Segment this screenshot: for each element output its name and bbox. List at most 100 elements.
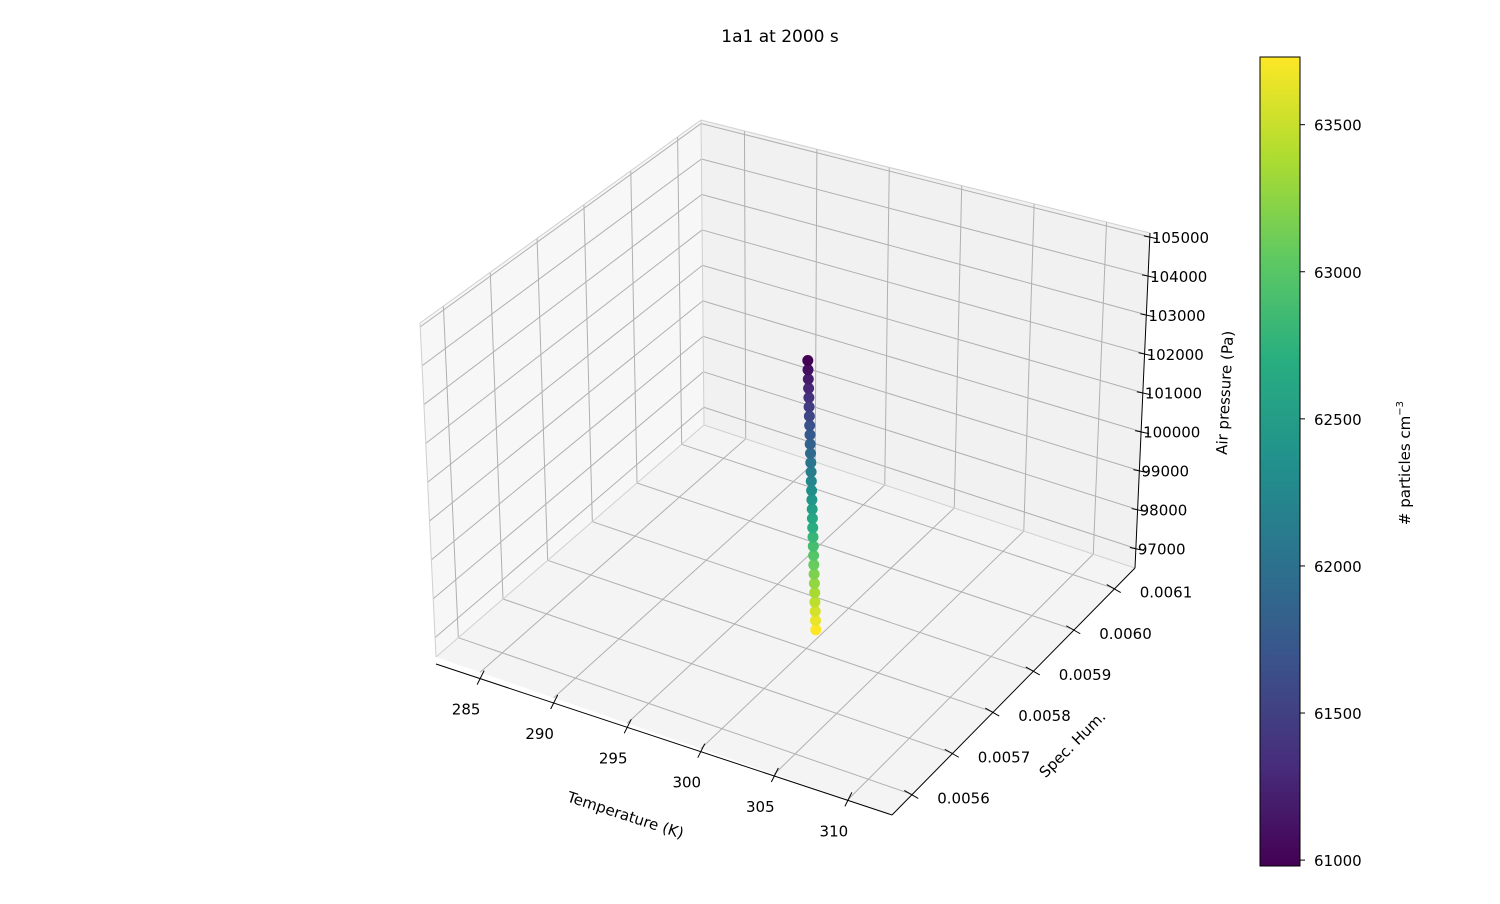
grid-line-z <box>702 300 1142 433</box>
pane-edge <box>700 119 705 426</box>
grid-line-x <box>1092 222 1108 555</box>
x-tick-label: 285 <box>452 701 481 719</box>
pane-edge <box>700 119 1151 234</box>
grid-line-y <box>630 170 638 484</box>
grid-line-z <box>434 406 705 638</box>
scatter-point <box>810 624 822 636</box>
z-tick-label: 97000 <box>1138 541 1186 559</box>
x-tick-label: 290 <box>525 725 554 743</box>
z-tick-label: 101000 <box>1145 385 1202 403</box>
scatter-point <box>808 550 820 561</box>
z-tick-mark <box>1133 469 1148 474</box>
grid-line-z <box>431 335 704 561</box>
grid-line-z <box>419 123 702 328</box>
y-tick-mark <box>944 748 959 758</box>
grid-line-z <box>423 194 703 405</box>
scatter-point <box>807 531 819 543</box>
grid-line-x <box>847 553 1094 801</box>
grid-line-z <box>700 123 1150 238</box>
y-tick-mark <box>1066 625 1081 635</box>
floor-pane <box>436 425 1135 815</box>
scatter-point <box>808 568 820 580</box>
scatter-point <box>808 559 820 571</box>
x-axis-label: Temperature (K) <box>564 788 686 843</box>
colorbar-tick-label: 61500 <box>1314 705 1362 723</box>
grid-line-z <box>703 371 1138 511</box>
y-tick-label: 0.0057 <box>978 748 1031 766</box>
scatter-point <box>803 401 815 413</box>
grid-line-z <box>703 406 1137 549</box>
z-tick-label: 98000 <box>1140 502 1188 520</box>
x-tick-mark <box>697 743 706 758</box>
scatter-point <box>804 438 816 450</box>
grid-line-y <box>489 272 504 600</box>
colorbar <box>1259 56 1301 867</box>
grid-line-x <box>884 167 890 485</box>
scatter-point <box>803 392 815 404</box>
grid-line-x <box>479 438 747 673</box>
colorbar-ticks: 61000 61500 62000 62500 63000 63500 <box>1300 117 1362 870</box>
scatter-point <box>806 503 818 515</box>
scatter-point <box>809 587 821 599</box>
scatter-point <box>802 373 814 385</box>
x-axis-line <box>435 663 893 816</box>
z-tick-mark <box>1140 313 1155 318</box>
grid-line-y <box>681 443 1115 590</box>
scatter-point <box>805 447 816 459</box>
y-tick-mark <box>904 789 919 799</box>
colorbar-tick-label: 63000 <box>1314 264 1362 282</box>
grid-line-z <box>432 371 704 600</box>
x-tick-label: 295 <box>599 749 628 767</box>
z-tick-label: 99000 <box>1141 463 1189 481</box>
colorbar-label-exponent: −3 <box>1395 401 1406 416</box>
z-tick-mark <box>1136 391 1151 396</box>
x-tick-mark <box>623 719 632 734</box>
grid-line-x <box>1023 203 1035 532</box>
z-tick-label: 103000 <box>1148 307 1205 325</box>
grid-line-z <box>425 229 703 444</box>
z-ticks: 97000 98000 99000 100000 101000 102000 103000 1… <box>1129 229 1209 559</box>
y-tick-mark <box>1025 666 1040 676</box>
scatter-point <box>809 605 821 617</box>
grid-line-x <box>626 484 886 724</box>
z-tick-mark <box>1131 508 1146 513</box>
scatter-point <box>808 577 820 589</box>
grid-line-y <box>636 482 1075 631</box>
scatter-point <box>803 410 815 422</box>
y-tick-label: 0.0056 <box>937 789 990 807</box>
colorbar-label: # particles cm−3 <box>1395 401 1414 525</box>
pane-edge <box>419 322 437 658</box>
y-tick-mark <box>985 707 1000 717</box>
scatter-points <box>802 355 822 636</box>
z-tick-mark <box>1141 274 1157 279</box>
scatter-point <box>805 466 817 478</box>
y-tick-label: 0.0058 <box>1018 707 1071 725</box>
grid-line-y <box>677 136 683 445</box>
scatter-point <box>804 420 816 431</box>
y-tick-label: 0.0060 <box>1099 625 1152 643</box>
scatter-point <box>806 494 818 506</box>
grid-line-z <box>701 193 1147 316</box>
y-axis-line <box>891 567 1136 816</box>
pane-edge <box>435 424 705 658</box>
x-tick-label: 305 <box>746 798 775 816</box>
colorbar-label-text: # particles cm <box>1396 416 1414 525</box>
y-ticks: 0.0056 0.0057 0.0058 0.0059 0.0060 0.0061 <box>904 584 1192 807</box>
grid-line-z <box>702 264 1143 394</box>
scatter-point <box>809 596 821 608</box>
z-tick-mark <box>1134 430 1150 435</box>
chart-title: 1a1 at 2000 s <box>721 27 839 47</box>
grid-line-y <box>502 598 953 754</box>
grid-line-x <box>953 185 963 509</box>
grid-line-z <box>702 335 1140 472</box>
z-tick-label: 102000 <box>1147 346 1204 364</box>
y-tick-mark <box>1106 584 1121 594</box>
grid-line-y <box>536 238 549 561</box>
colorbar-tick-label: 62500 <box>1314 411 1362 429</box>
grid-line-z <box>429 300 704 522</box>
x-tick-mark <box>844 792 853 807</box>
pane-edge <box>703 424 1136 569</box>
grid-line-z <box>427 265 703 483</box>
z-tick-label: 105000 <box>1152 229 1209 247</box>
